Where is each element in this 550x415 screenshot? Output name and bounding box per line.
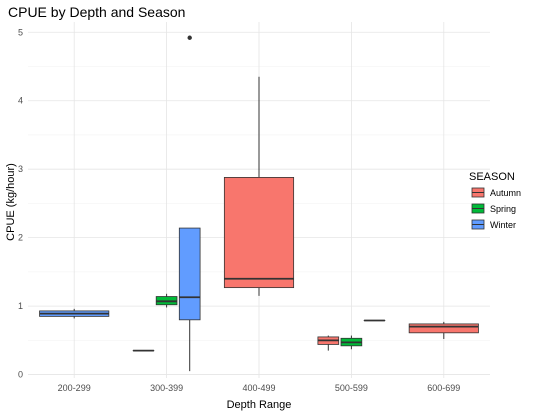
box (223, 177, 295, 289)
box-autumn-400-499 (223, 76, 295, 296)
legend-label: Winter (490, 220, 516, 230)
box-spring-500-599 (340, 335, 363, 350)
box (408, 323, 479, 334)
y-axis-title: CPUE (kg/hour) (5, 163, 17, 241)
box-winter-200-299 (39, 308, 110, 319)
outlier-point (187, 35, 192, 40)
y-tick-label: 4 (18, 96, 23, 106)
box-layer (39, 35, 479, 372)
y-tick-label: 1 (18, 301, 23, 311)
chart-title: CPUE by Depth and Season (8, 4, 185, 20)
box-autumn-500-599 (317, 335, 340, 351)
x-tick-label: 500-599 (335, 383, 368, 393)
legend-item-autumn: Autumn (471, 187, 521, 198)
x-tick-label: 200-299 (58, 383, 91, 393)
y-tick-label: 2 (18, 233, 23, 243)
box-autumn-600-699 (408, 321, 479, 339)
y-tick-label: 0 (18, 370, 23, 380)
tick-layer: 0 1 2 3 4 5 200-299 300-399 400-499 500-599 600-69… (18, 27, 460, 393)
legend-item-winter: Winter (471, 219, 516, 230)
box (178, 227, 201, 321)
x-tick-label: 400-499 (242, 383, 275, 393)
legend-label: Spring (490, 204, 516, 214)
x-tick-label: 300-399 (150, 383, 183, 393)
box-spring-300-399 (155, 293, 178, 308)
legend-title: SEASON (469, 171, 515, 183)
x-axis-title: Depth Range (227, 399, 292, 411)
y-tick-label: 3 (18, 164, 23, 174)
y-tick-label: 5 (18, 27, 23, 37)
legend-label: Autumn (490, 188, 521, 198)
box-winter-300-399 (178, 35, 201, 372)
x-tick-label: 600-699 (427, 383, 460, 393)
legend: SEASON Autumn Spring Winter (469, 171, 521, 230)
legend-items: Autumn Spring Winter (471, 187, 521, 230)
legend-item-spring: Spring (471, 203, 516, 214)
